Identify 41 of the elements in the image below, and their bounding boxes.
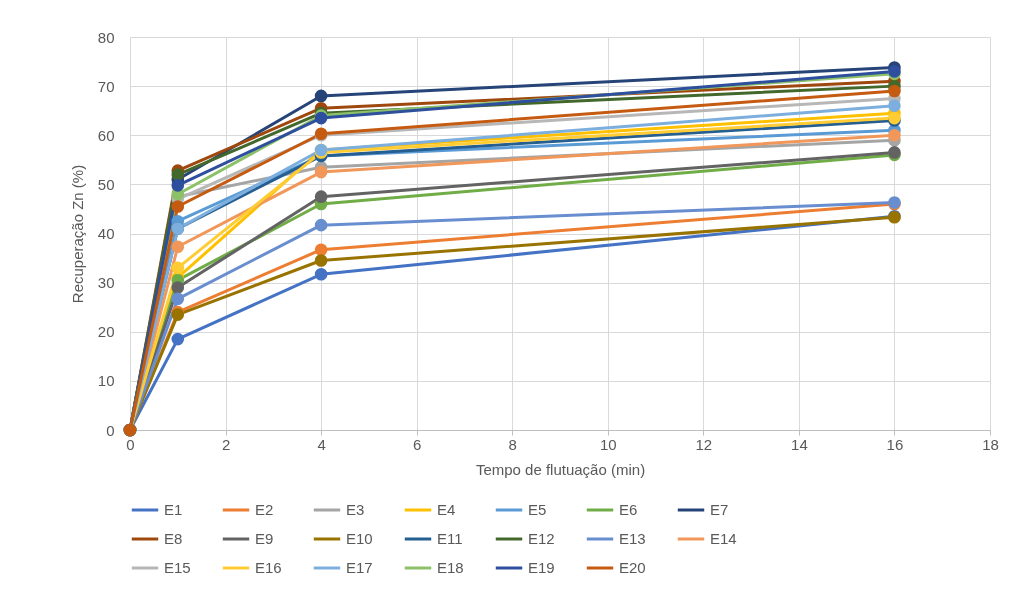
y-tick-label: 30 xyxy=(97,274,115,292)
x-tick-label: 4 xyxy=(317,435,326,453)
x-tick-label: 14 xyxy=(791,435,808,453)
x-tick-label: 2 xyxy=(221,435,231,453)
legend-label: E18 xyxy=(437,559,464,576)
legend-label: E3 xyxy=(346,501,365,518)
legend-label: E13 xyxy=(619,530,646,547)
legend-label: E6 xyxy=(619,501,638,518)
y-tick-label: 40 xyxy=(97,225,115,242)
legend-label: E2 xyxy=(255,501,274,518)
y-tick-label: 70 xyxy=(97,77,115,95)
x-tick-label: 12 xyxy=(695,435,713,453)
legend-label: E9 xyxy=(255,530,274,547)
x-tick-label: 8 xyxy=(508,435,517,453)
legend-label: E8 xyxy=(164,530,183,547)
legend-label: E15 xyxy=(164,559,191,576)
y-tick-label: 80 xyxy=(97,28,115,46)
legend-label: E16 xyxy=(255,559,282,576)
legend-label: E10 xyxy=(346,530,373,547)
y-tick-label: 20 xyxy=(97,323,115,341)
legend-label: E7 xyxy=(710,501,729,518)
x-tick-label: 10 xyxy=(599,435,617,453)
x-tick-label: 18 xyxy=(982,435,999,453)
legend-label: E11 xyxy=(437,530,463,547)
x-tick-label: 16 xyxy=(886,435,904,453)
x-tick-label: 6 xyxy=(412,435,422,453)
legend-label: E14 xyxy=(710,530,737,547)
legend-label: E17 xyxy=(346,559,373,576)
legend-label: E12 xyxy=(528,530,555,547)
legend-label: E20 xyxy=(619,559,646,576)
x-tick-label: 0 xyxy=(126,435,135,453)
legend-label: E4 xyxy=(437,501,456,518)
y-tick-label: 10 xyxy=(97,372,115,390)
legend-label: E5 xyxy=(528,501,547,518)
legend-label: E1 xyxy=(164,501,183,518)
y-tick-label: 50 xyxy=(97,175,115,193)
y-tick-label: 0 xyxy=(106,421,115,439)
y-axis-title: Recuperação Zn (%) xyxy=(68,164,86,304)
y-tick-label: 60 xyxy=(97,126,115,144)
legend-label: E19 xyxy=(528,559,555,576)
x-axis-title: Tempo de flutuação (min) xyxy=(475,460,646,478)
